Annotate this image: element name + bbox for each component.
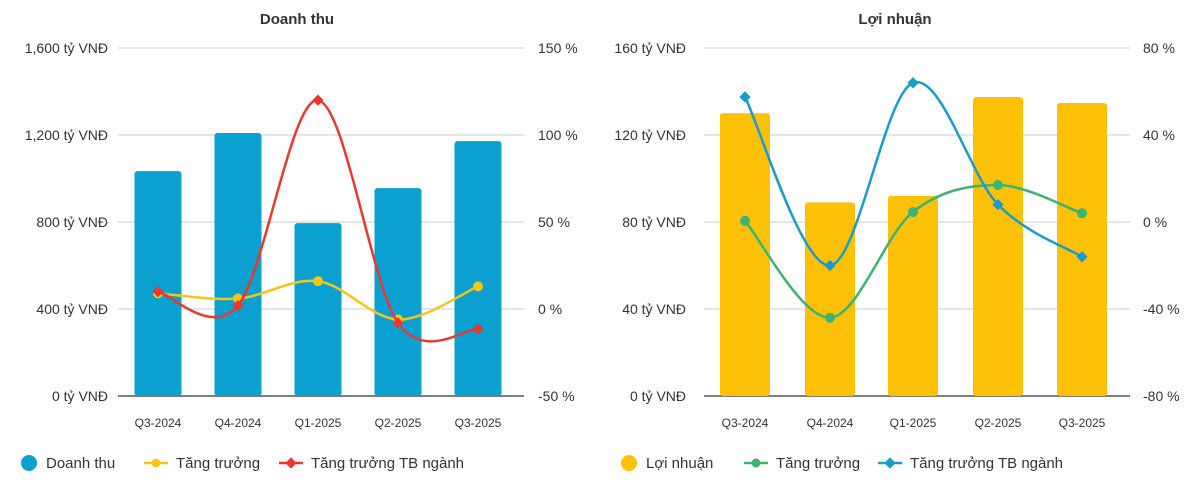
y2-tick-label: 0 % [538, 301, 562, 317]
y-tick-label: 400 tỷ VNĐ [36, 301, 108, 317]
y-tick-label: 1,600 tỷ VNĐ [25, 40, 108, 56]
y2-tick-label: -50 % [538, 388, 575, 404]
series-line [744, 183, 1083, 319]
legend-marker-icon [751, 458, 761, 468]
bar [888, 195, 938, 396]
y-tick-label: 160 tỷ VNĐ [614, 40, 686, 56]
data-point [824, 259, 836, 272]
x-tick-label: Q1-2025 [295, 416, 342, 430]
legend-marker-icon [884, 457, 896, 469]
y-tick-label: 800 tỷ VNĐ [36, 214, 108, 230]
x-tick-label: Q2-2025 [975, 416, 1022, 430]
legend-label: Tăng trưởng [176, 455, 260, 472]
data-point [312, 94, 324, 106]
legend-marker-icon [151, 458, 161, 468]
data-point [993, 180, 1003, 191]
data-point [232, 299, 244, 312]
data-point [1077, 208, 1087, 219]
data-point [392, 317, 404, 329]
x-tick-label: Q4-2024 [215, 416, 262, 430]
legend-label: Tăng trưởng TB ngành [910, 455, 1063, 472]
legend-label: Tăng trưởng [776, 455, 860, 472]
bar [805, 202, 855, 396]
legend-label: Tăng trưởng TB ngành [311, 455, 464, 472]
y2-tick-label: 150 % [538, 40, 578, 56]
x-tick-label: Q1-2025 [890, 416, 937, 430]
bar [720, 113, 770, 396]
y2-tick-label: -40 % [1143, 301, 1180, 317]
bar [1057, 103, 1107, 396]
y-tick-label: 80 tỷ VNĐ [622, 214, 686, 230]
y2-tick-label: -80 % [1143, 388, 1180, 404]
bar [294, 223, 342, 396]
y-tick-label: 120 tỷ VNĐ [614, 127, 686, 143]
bar [973, 96, 1023, 396]
data-point [825, 312, 835, 323]
data-point [152, 285, 164, 298]
legend-bar-icon[interactable] [621, 455, 637, 471]
legend-label: Lợi nhuận [646, 455, 713, 472]
chart-title: Lợi nhuận [858, 11, 931, 28]
data-point [472, 323, 484, 335]
y-tick-label: 1,200 tỷ VNĐ [25, 127, 108, 143]
x-tick-label: Q4-2024 [807, 416, 854, 430]
data-point [740, 215, 750, 226]
x-tick-label: Q3-2024 [135, 416, 182, 430]
y-tick-label: 40 tỷ VNĐ [622, 301, 686, 317]
data-point [473, 281, 483, 292]
chart-title: Doanh thu [260, 11, 334, 28]
legend-label: Doanh thu [46, 455, 115, 472]
bar [454, 141, 502, 396]
legend-bar-icon[interactable] [21, 455, 37, 471]
data-point [992, 198, 1004, 211]
bar [214, 133, 262, 397]
bar [374, 188, 422, 396]
y2-tick-label: 0 % [1143, 214, 1167, 230]
data-point [908, 206, 918, 217]
y2-tick-label: 80 % [1143, 40, 1175, 56]
series-line [743, 81, 1083, 267]
x-tick-label: Q3-2025 [455, 416, 502, 430]
x-tick-label: Q3-2025 [1059, 416, 1106, 430]
data-point [313, 276, 323, 287]
y2-tick-label: 50 % [538, 214, 570, 230]
y2-tick-label: 100 % [538, 127, 578, 143]
data-point [739, 91, 751, 103]
y2-tick-label: 40 % [1143, 127, 1175, 143]
y-tick-label: 0 tỷ VNĐ [630, 388, 686, 404]
y-tick-label: 0 tỷ VNĐ [52, 388, 108, 404]
legend-marker-icon [285, 457, 297, 469]
x-tick-label: Q3-2024 [722, 416, 769, 430]
x-tick-label: Q2-2025 [375, 416, 422, 430]
bar [134, 171, 182, 396]
